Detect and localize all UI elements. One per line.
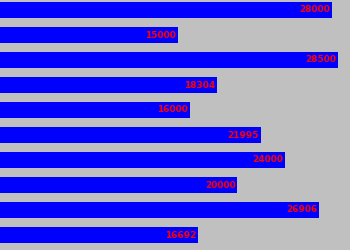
- Text: 21995: 21995: [228, 130, 259, 140]
- Text: 15000: 15000: [145, 30, 176, 40]
- Text: 28000: 28000: [300, 6, 330, 15]
- Text: 20000: 20000: [205, 180, 236, 190]
- Bar: [0, 2, 332, 18]
- Bar: [0, 52, 338, 68]
- Text: 24000: 24000: [252, 156, 283, 164]
- Bar: [0, 152, 285, 168]
- Bar: [0, 177, 237, 193]
- Bar: [0, 202, 319, 218]
- Text: 18304: 18304: [184, 80, 215, 90]
- Bar: [0, 227, 198, 243]
- Bar: [0, 102, 190, 118]
- Text: 26906: 26906: [286, 206, 317, 214]
- Bar: [0, 27, 178, 43]
- Text: 28500: 28500: [306, 56, 336, 64]
- Text: 16692: 16692: [165, 230, 196, 239]
- Bar: [0, 77, 217, 93]
- Text: 16000: 16000: [157, 106, 188, 114]
- Bar: [0, 127, 261, 143]
